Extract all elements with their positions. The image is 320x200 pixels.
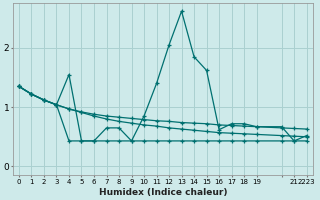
X-axis label: Humidex (Indice chaleur): Humidex (Indice chaleur) [99, 188, 227, 197]
